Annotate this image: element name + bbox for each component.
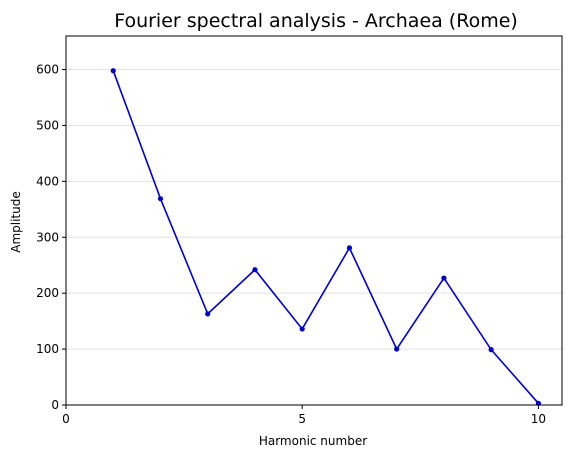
y-tick-label: 200	[36, 286, 59, 300]
data-point	[394, 346, 400, 352]
data-series	[110, 68, 541, 406]
y-tick-label: 100	[36, 342, 59, 356]
data-point	[346, 245, 353, 251]
data-point	[252, 267, 258, 273]
y-axis-ticks: 0 100 200 300 400 500 600	[36, 63, 66, 412]
data-point	[110, 68, 116, 74]
series-line	[112, 70, 539, 404]
y-tick-label: 500	[36, 118, 59, 132]
y-axis-label: Amplitude	[9, 191, 23, 253]
data-point	[205, 311, 211, 317]
x-tick-label: 5	[298, 412, 306, 426]
y-tick-label: 600	[36, 63, 59, 77]
x-tick-label: 10	[531, 412, 546, 426]
plot-area-frame	[65, 35, 563, 406]
y-tick-label: 400	[36, 174, 59, 188]
y-tick-label: 300	[36, 230, 59, 244]
x-tick-label: 0	[62, 412, 70, 426]
y-tick-label: 0	[51, 398, 59, 412]
data-point	[441, 275, 447, 281]
chart-title: Fourier spectral analysis - Archaea (Rom…	[114, 10, 518, 32]
data-point	[299, 326, 305, 332]
data-point	[157, 196, 164, 202]
x-axis-ticks: 0 5 10	[62, 405, 546, 426]
grid	[66, 69, 562, 350]
data-point	[488, 347, 494, 353]
x-axis-label: Harmonic number	[259, 434, 367, 448]
